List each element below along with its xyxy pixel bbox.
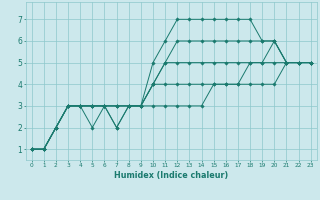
X-axis label: Humidex (Indice chaleur): Humidex (Indice chaleur) [114,171,228,180]
